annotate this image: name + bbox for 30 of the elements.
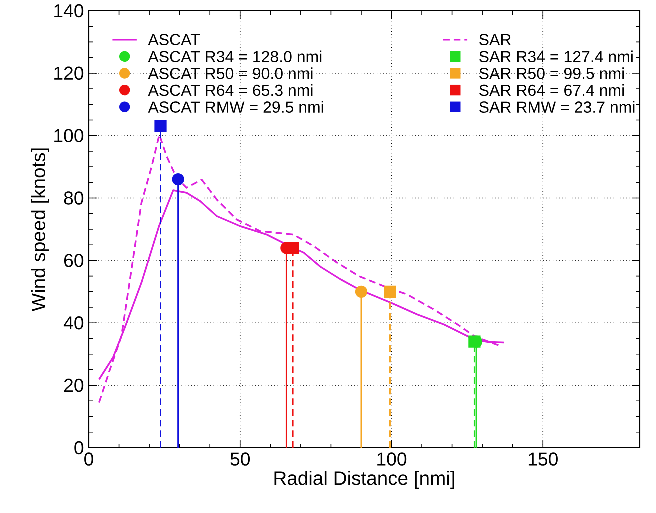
y-tick-label: 60 [64, 254, 84, 268]
point [384, 286, 396, 298]
y-tick-label: 100 [54, 129, 84, 142]
legend-label: SAR R34 = 127.4 nmi [480, 50, 633, 63]
point [286, 242, 300, 254]
line-series [98, 134, 502, 404]
y-tick-label: 0 [74, 441, 84, 455]
legend-label: SAR R50 = 99.5 nmi [480, 68, 624, 80]
x-tick-label: 0 [84, 452, 94, 466]
x-tick-label: 50 [230, 452, 250, 466]
legend-label: SAR [480, 34, 511, 46]
y-axis-title: Wind speed [knots] [31, 148, 50, 312]
legend-label: ASCAT R34 = 128.0 nmi [148, 50, 322, 63]
y-tick-label: 140 [54, 4, 84, 18]
point [355, 286, 368, 298]
y-tick-label: 120 [54, 66, 84, 80]
legend-label: SAR R64 = 67.4 nmi [480, 84, 624, 96]
y-tick-label: 20 [64, 378, 84, 392]
x-tick-label: 100 [378, 452, 407, 466]
point [172, 173, 184, 186]
y-tick-label: 40 [64, 316, 84, 330]
x-tick-label: 150 [528, 452, 558, 466]
legend-label: ASCAT [148, 34, 200, 46]
y-tick-label: 80 [64, 192, 84, 205]
legend-label: ASCAT R64 = 65.3 nmi [148, 84, 313, 96]
legend-label: ASCAT RMW = 29.5 nmi [148, 101, 324, 113]
legend-label: SAR RMW = 23.7 nmi [480, 101, 635, 113]
legend-label: ASCAT R50 = 90.0 nmi [148, 68, 313, 80]
point [154, 120, 167, 133]
x-axis-title: Radial Distance [nmi] [274, 471, 454, 490]
